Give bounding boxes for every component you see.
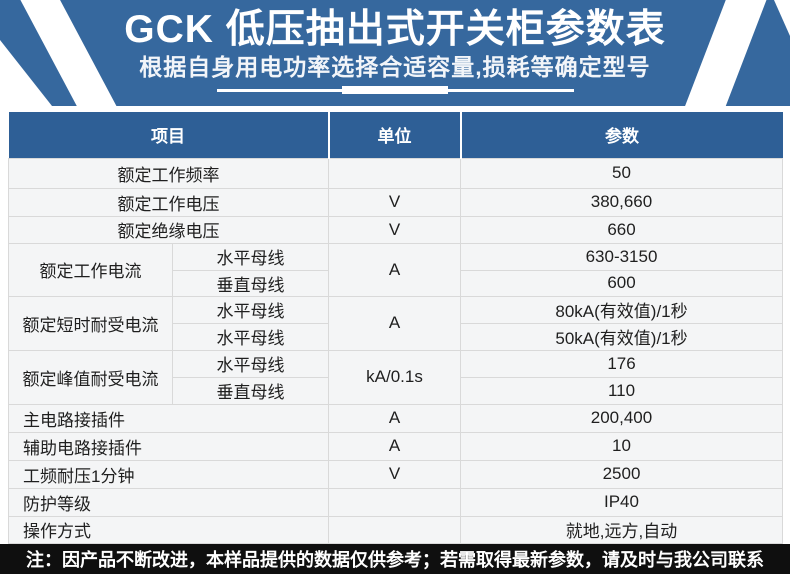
item-cell: 工频耐压1分钟 [8, 459, 329, 489]
unit-cell [328, 157, 461, 189]
table-row: 辅助电路接插件 A 10 [8, 431, 783, 461]
table-row: 主电路接插件 A 200,400 [8, 403, 783, 433]
item-cell: 额定工作电流 [8, 242, 173, 297]
item-cell: 操作方式 [8, 515, 329, 544]
param-cell: 660 [460, 215, 783, 244]
unit-cell: V [328, 459, 461, 489]
unit-cell: V [328, 215, 461, 244]
table-row: 额定绝缘电压 V 660 [8, 215, 783, 244]
underline-right-segment [448, 88, 574, 92]
param-cell: IP40 [460, 487, 783, 517]
title-underline [216, 86, 574, 95]
item-cell: 额定工作电压 [8, 187, 329, 217]
sub-item-cell: 水平母线 [172, 295, 329, 324]
param-cell: 10 [460, 431, 783, 461]
item-cell: 额定短时耐受电流 [8, 295, 173, 351]
item-cell: 额定峰值耐受电流 [8, 349, 173, 405]
unit-cell: A [328, 431, 461, 461]
param-cell: 380,660 [460, 187, 783, 217]
sub-item-cell: 水平母线 [172, 322, 329, 351]
item-cell: 额定绝缘电压 [8, 215, 329, 244]
sub-item-cell: 垂直母线 [172, 376, 329, 405]
table-row-group: 额定短时耐受电流 水平母线 A 80kA(有效值)/1秒 [8, 295, 783, 351]
underline-left-segment [216, 88, 342, 92]
param-cell: 就地,远方,自动 [460, 515, 783, 544]
unit-cell: A [328, 403, 461, 433]
unit-cell: kA/0.1s [328, 349, 461, 405]
underline-center-segment [342, 86, 448, 95]
table-row: 工频耐压1分钟 V 2500 [8, 459, 783, 489]
unit-cell [328, 515, 461, 544]
table-row-group: 额定工作电流 水平母线 A 630-3150 [8, 242, 783, 297]
param-cell: 176 [460, 349, 783, 378]
param-cell: 110 [460, 376, 783, 405]
note-bar: 注：因产品不断改进，本样品提供的数据仅供参考；若需取得最新参数，请及时与我公司联… [0, 543, 790, 574]
unit-cell: V [328, 187, 461, 217]
unit-cell: A [328, 242, 461, 297]
column-header-item: 项目 [8, 112, 329, 158]
table-row: 操作方式 就地,远方,自动 [8, 515, 783, 544]
table-row: 防护等级 IP40 [8, 487, 783, 517]
table-header-row: 项目 单位 参数 [8, 112, 783, 158]
unit-cell [328, 487, 461, 517]
banner-content: GCK 低压抽出式开关柜参数表 根据自身用电功率选择合适容量,损耗等确定型号 [0, 0, 790, 95]
item-cell: 主电路接插件 [8, 403, 329, 433]
page-subtitle: 根据自身用电功率选择合适容量,损耗等确定型号 [139, 53, 651, 80]
banner-table-gap [0, 106, 790, 112]
table-row-group-sub: 垂直母线 600 [9, 269, 783, 297]
sub-item-cell: 水平母线 [172, 349, 329, 378]
item-cell: 防护等级 [8, 487, 329, 517]
params-table: 项目 单位 参数 额定工作频率 50 额定工作电压 V 380,660 额定绝缘… [8, 112, 783, 544]
sub-item-cell: 水平母线 [172, 242, 329, 271]
table-row: 额定工作电压 V 380,660 [8, 187, 783, 217]
table-wrap: 项目 单位 参数 额定工作频率 50 额定工作电压 V 380,660 额定绝缘… [8, 112, 783, 544]
param-cell: 50 [460, 157, 783, 189]
note-text: 注：因产品不断改进，本样品提供的数据仅供参考；若需取得最新参数，请及时与我公司联… [26, 549, 764, 570]
param-cell: 600 [460, 269, 783, 297]
param-cell: 2500 [460, 459, 783, 489]
param-cell: 50kA(有效值)/1秒 [460, 322, 783, 351]
param-cell: 630-3150 [460, 242, 783, 271]
column-header-param: 参数 [459, 112, 783, 158]
unit-cell: A [328, 295, 461, 351]
table-row-group-sub: 水平母线 50kA(有效值)/1秒 [9, 322, 783, 351]
sub-item-cell: 垂直母线 [172, 269, 329, 297]
page-title: GCK 低压抽出式开关柜参数表 [124, 8, 666, 51]
column-header-unit: 单位 [327, 112, 461, 158]
table-row: 额定工作频率 50 [8, 157, 783, 189]
banner: GCK 低压抽出式开关柜参数表 根据自身用电功率选择合适容量,损耗等确定型号 [0, 0, 790, 106]
param-cell: 80kA(有效值)/1秒 [460, 295, 783, 324]
item-cell: 额定工作频率 [8, 157, 329, 189]
item-cell: 辅助电路接插件 [8, 431, 329, 461]
param-cell: 200,400 [460, 403, 783, 433]
table-row-group: 额定峰值耐受电流 水平母线 kA/0.1s 176 [8, 349, 783, 405]
